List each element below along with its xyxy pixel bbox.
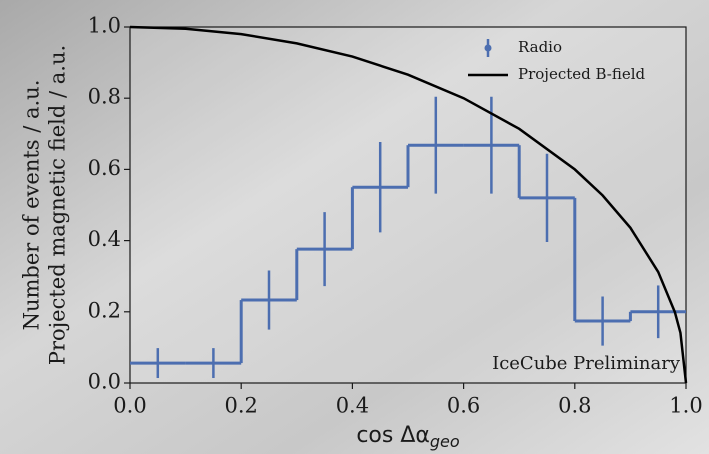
y-tick-label: 1.0 [88, 14, 121, 38]
x-tick-label: 0.6 [447, 394, 480, 418]
legend-label: Radio [518, 38, 562, 56]
y-tick-label: 0.0 [88, 370, 121, 394]
y-axis-label-1: Number of events / a.u. [20, 80, 44, 331]
x-axis-label-main: cos Δα [356, 423, 430, 448]
x-axis-label-sub: geo [430, 432, 460, 451]
legend-swatch-dot [484, 44, 492, 52]
x-tick-label: 0.4 [336, 394, 369, 418]
x-tick-label: 0.2 [224, 394, 257, 418]
y-tick-label: 0.2 [88, 298, 121, 322]
x-tick-label: 1.0 [669, 394, 702, 418]
y-tick-label: 0.8 [88, 85, 121, 109]
y-tick-label: 0.6 [88, 156, 121, 180]
x-axis-label: cos Δαgeo [356, 423, 460, 451]
line [129, 25, 688, 384]
y-tick-label: 0.4 [88, 227, 121, 251]
plot-frame [129, 26, 687, 384]
x-tick-label: 0.8 [558, 394, 591, 418]
y-axis-label-2: Projected magnetic field / a.u. [46, 45, 70, 365]
x-tick-label: 0.0 [113, 394, 146, 418]
annotation: IceCube Preliminary [492, 353, 681, 374]
legend-label: Projected B-field [518, 65, 646, 83]
